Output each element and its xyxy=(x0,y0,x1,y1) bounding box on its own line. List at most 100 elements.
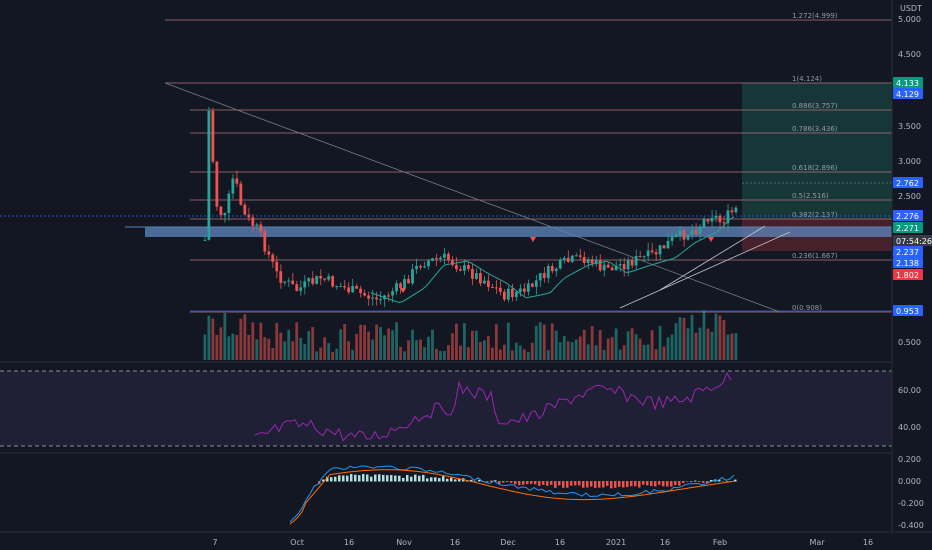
candle-body[interactable] xyxy=(355,286,359,289)
candle-body[interactable] xyxy=(538,273,542,281)
candle-body[interactable] xyxy=(211,110,215,162)
moving-average-line[interactable] xyxy=(370,216,735,303)
candle-body[interactable] xyxy=(331,276,335,287)
uptrend-line-lower[interactable] xyxy=(619,231,791,309)
candle-body[interactable] xyxy=(722,222,726,224)
candle-body[interactable] xyxy=(311,278,315,284)
candle-body[interactable] xyxy=(271,254,275,262)
candle-body[interactable] xyxy=(443,253,446,258)
macd-line[interactable] xyxy=(289,465,735,523)
candle-body[interactable] xyxy=(702,218,706,227)
candle-body[interactable] xyxy=(387,295,390,297)
candle-body[interactable] xyxy=(471,268,474,279)
candle-body[interactable] xyxy=(482,280,486,284)
candle-body[interactable] xyxy=(459,269,462,271)
candle-body[interactable] xyxy=(455,264,458,270)
candle-body[interactable] xyxy=(654,252,658,255)
candle-body[interactable] xyxy=(367,295,370,299)
candle-body[interactable] xyxy=(239,183,243,205)
candle-body[interactable] xyxy=(339,286,343,288)
candle-body[interactable] xyxy=(315,275,319,284)
candle-body[interactable] xyxy=(395,283,398,292)
candle-body[interactable] xyxy=(626,259,630,270)
candle-body[interactable] xyxy=(379,299,382,301)
candle-body[interactable] xyxy=(231,178,235,194)
candle-body[interactable] xyxy=(359,288,363,294)
candle-body[interactable] xyxy=(634,255,638,266)
candle-body[interactable] xyxy=(407,278,410,284)
candle-body[interactable] xyxy=(574,255,578,257)
candle-body[interactable] xyxy=(658,245,662,255)
candle-body[interactable] xyxy=(343,286,347,288)
candle-body[interactable] xyxy=(207,110,211,240)
candle-body[interactable] xyxy=(666,240,670,249)
candle-body[interactable] xyxy=(275,261,279,272)
candle-body[interactable] xyxy=(594,259,598,264)
candle-body[interactable] xyxy=(431,258,434,261)
candle-body[interactable] xyxy=(279,271,283,283)
candle-body[interactable] xyxy=(498,287,502,292)
candle-body[interactable] xyxy=(347,287,351,293)
candle-body[interactable] xyxy=(299,287,303,291)
candle-body[interactable] xyxy=(494,287,498,289)
fib-retracement[interactable]: 1.272(4.999) 1(4.124) 0.886(3.757) 0.786(3.… xyxy=(165,12,892,313)
candle-body[interactable] xyxy=(435,258,438,260)
time-axis[interactable] xyxy=(0,532,932,550)
candle-body[interactable] xyxy=(391,291,394,296)
candle-body[interactable] xyxy=(514,291,518,297)
uptrend-line-upper[interactable] xyxy=(659,225,766,291)
candle-body[interactable] xyxy=(451,260,454,265)
long-position-target-zone[interactable] xyxy=(742,83,892,219)
candle-body[interactable] xyxy=(698,226,702,234)
candle-body[interactable] xyxy=(371,297,374,299)
candle-body[interactable] xyxy=(638,255,642,257)
candle-body[interactable] xyxy=(554,268,558,272)
candle-body[interactable] xyxy=(562,257,566,260)
candle-body[interactable] xyxy=(686,234,690,240)
candle-body[interactable] xyxy=(215,161,219,207)
candle-body[interactable] xyxy=(478,273,482,284)
candle-body[interactable] xyxy=(550,266,554,272)
candle-body[interactable] xyxy=(247,214,251,218)
rsi-pane[interactable] xyxy=(0,370,892,447)
candle-body[interactable] xyxy=(530,283,534,287)
candle-body[interactable] xyxy=(642,256,646,258)
candle-body[interactable] xyxy=(486,280,490,287)
candle-body[interactable] xyxy=(447,253,450,261)
candle-body[interactable] xyxy=(518,288,522,292)
candle-body[interactable] xyxy=(267,251,271,255)
candle-body[interactable] xyxy=(690,230,694,235)
candle-body[interactable] xyxy=(363,293,366,296)
candle-body[interactable] xyxy=(546,266,550,279)
candlesticks[interactable] xyxy=(203,106,738,307)
candle-body[interactable] xyxy=(694,230,698,234)
candle-body[interactable] xyxy=(718,215,722,223)
candle-body[interactable] xyxy=(223,212,227,216)
candle-body[interactable] xyxy=(235,178,239,184)
candle-body[interactable] xyxy=(255,224,259,226)
candle-body[interactable] xyxy=(219,206,223,216)
macd-pane[interactable] xyxy=(289,465,737,525)
candle-body[interactable] xyxy=(251,217,255,226)
support-zone-band[interactable] xyxy=(145,227,892,237)
candle-body[interactable] xyxy=(734,207,738,213)
candle-body[interactable] xyxy=(423,266,426,268)
candle-body[interactable] xyxy=(578,255,582,257)
candle-body[interactable] xyxy=(203,239,207,241)
price-pane[interactable]: 1.272(4.999) 1(4.124) 0.886(3.757) 0.786(3.… xyxy=(0,12,892,360)
candle-body[interactable] xyxy=(307,278,311,282)
candle-body[interactable] xyxy=(586,259,590,263)
candle-body[interactable] xyxy=(726,210,730,224)
candle-body[interactable] xyxy=(682,230,686,240)
candle-body[interactable] xyxy=(542,273,546,279)
candle-body[interactable] xyxy=(602,264,606,271)
candle-body[interactable] xyxy=(522,288,526,292)
candle-body[interactable] xyxy=(598,259,602,271)
candle-body[interactable] xyxy=(283,281,287,283)
candle-body[interactable] xyxy=(490,286,494,288)
candle-body[interactable] xyxy=(243,204,247,215)
downtrend-line[interactable] xyxy=(164,82,781,313)
candle-body[interactable] xyxy=(630,259,634,266)
candle-body[interactable] xyxy=(263,231,267,252)
candle-body[interactable] xyxy=(351,286,355,293)
